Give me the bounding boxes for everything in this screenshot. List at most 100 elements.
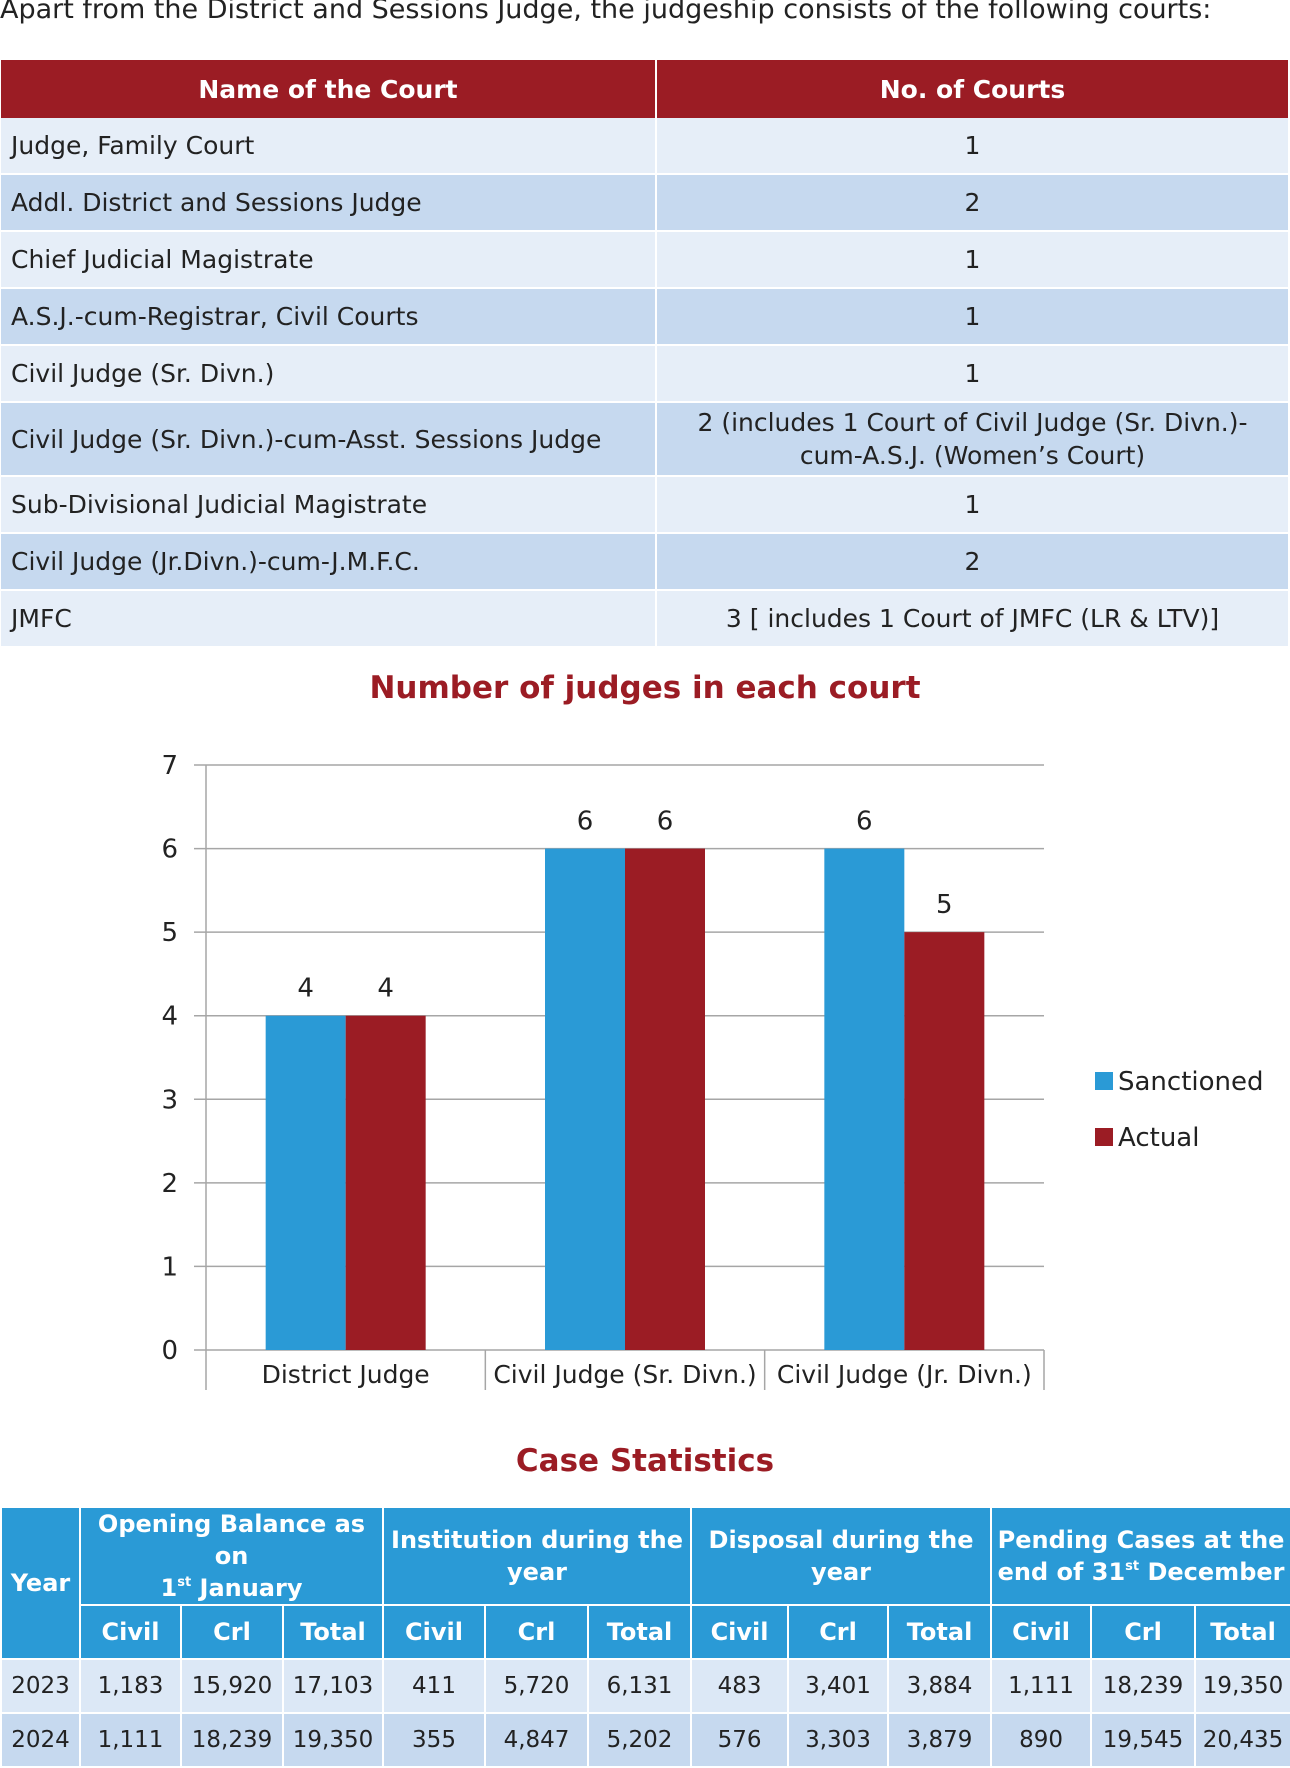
- table-row: Chief Judicial Magistrate 1: [1, 231, 1288, 289]
- stat-cell: 890: [990, 1712, 1093, 1768]
- court-count: 2 (includes 1 Court of Civil Judge (Sr. …: [656, 402, 1288, 477]
- group-label: Disposal during the: [708, 1526, 974, 1554]
- x-tick-label: Civil Judge (Jr. Divn.): [777, 1360, 1032, 1389]
- legend-label-sanctioned: Sanctioned: [1118, 1067, 1264, 1097]
- table-row: A.S.J.-cum-Registrar, Civil Courts 1: [1, 288, 1288, 346]
- y-tick-label: 5: [161, 918, 178, 948]
- x-tick-label: Civil Judge (Sr. Divn.): [493, 1360, 756, 1389]
- y-tick-label: 3: [161, 1085, 178, 1115]
- group-label: Opening Balance as on: [97, 1510, 366, 1570]
- subheader-crl: Crl: [484, 1604, 589, 1660]
- y-tick-label: 2: [161, 1169, 178, 1199]
- stat-cell: 576: [690, 1712, 790, 1768]
- court-count: 1: [656, 288, 1288, 346]
- stat-cell: 3,884: [887, 1658, 993, 1714]
- stat-cell: 20,435: [1194, 1712, 1290, 1768]
- stat-cell: 3,303: [787, 1712, 890, 1768]
- y-tick-label: 6: [161, 835, 178, 865]
- table-row: Civil Judge (Sr. Divn.)-cum-Asst. Sessio…: [1, 402, 1288, 477]
- data-label: 4: [377, 974, 394, 1004]
- subheader-civil: Civil: [690, 1604, 790, 1660]
- data-label: 6: [856, 807, 873, 837]
- court-count: 2: [656, 533, 1288, 591]
- group-label-sup: st: [1125, 1559, 1140, 1574]
- year-cell: 2023: [0, 1658, 81, 1714]
- y-tick-label: 1: [161, 1252, 178, 1282]
- court-name: Civil Judge (Sr. Divn.)-cum-Asst. Sessio…: [1, 402, 657, 477]
- court-name: Chief Judicial Magistrate: [1, 231, 657, 289]
- stats-title: Case Statistics: [515, 1443, 775, 1479]
- subheader-civil: Civil: [382, 1604, 486, 1660]
- year-cell: 2024: [0, 1712, 81, 1768]
- group-label-line2-end: January: [191, 1574, 303, 1602]
- court-count: 1: [656, 476, 1288, 534]
- header-pending: Pending Cases at the end of 31st December: [990, 1506, 1290, 1606]
- courts-table: Name of the Court No. of Courts Judge, F…: [1, 60, 1288, 648]
- court-name: Sub-Divisional Judicial Magistrate: [1, 476, 657, 534]
- header-institution: Institution during the year: [381, 1506, 693, 1606]
- court-count: 1: [656, 231, 1288, 289]
- group-label-line2: year: [507, 1558, 567, 1586]
- bar-chart: 0 1 2 3 4 5 6 7 4 4 District Judge 6 6 Civil Judge (S…: [161, 751, 1264, 1390]
- stat-cell: 15,920: [180, 1658, 284, 1714]
- y-tick-label: 0: [161, 1336, 178, 1366]
- case-statistics-table: Year Opening Balance as on 1st January In…: [0, 1506, 1290, 1768]
- court-count: 1: [656, 118, 1288, 175]
- header-court-count: No. of Courts: [656, 60, 1288, 118]
- data-label: 6: [577, 807, 594, 837]
- y-tick-label: 7: [161, 751, 178, 781]
- table-row: Addl. District and Sessions Judge 2: [1, 174, 1288, 232]
- table-row: 2024 1,111 18,239 19,350 355 4,847 5,202 576 3,3…: [0, 1712, 1290, 1768]
- table-row: 2023 1,183 15,920 17,103 411 5,720 6,131 483 3,4…: [0, 1658, 1290, 1714]
- court-name: Addl. District and Sessions Judge: [1, 174, 657, 232]
- court-count: 3 [ includes 1 Court of JMFC (LR & LTV)]: [656, 590, 1288, 648]
- stat-cell: 411: [382, 1658, 486, 1714]
- stat-cell: 1,111: [990, 1658, 1093, 1714]
- data-label: 6: [657, 807, 674, 837]
- stat-cell: 1,111: [79, 1712, 182, 1768]
- subheader-total: Total: [586, 1604, 693, 1660]
- table-row: Sub-Divisional Judicial Magistrate 1: [1, 476, 1288, 534]
- stat-cell: 18,239: [180, 1712, 284, 1768]
- court-name: A.S.J.-cum-Registrar, Civil Courts: [1, 288, 657, 346]
- group-label: Institution during the: [391, 1526, 683, 1554]
- header-year: Year: [0, 1506, 81, 1660]
- y-tick-label: 4: [161, 1002, 178, 1032]
- bar-sanctioned: [545, 848, 625, 1350]
- stat-cell: 5,720: [484, 1658, 589, 1714]
- intro-text: Apart from the District and Sessions Jud…: [0, 0, 1212, 25]
- data-label: 4: [297, 974, 314, 1004]
- subheader-total: Total: [282, 1604, 384, 1660]
- legend-swatch-sanctioned: [1095, 1072, 1113, 1090]
- stat-cell: 3,401: [787, 1658, 890, 1714]
- subheader-crl: Crl: [180, 1604, 284, 1660]
- stat-cell: 4,847: [484, 1712, 589, 1768]
- subheader-civil: Civil: [990, 1604, 1093, 1660]
- subheader-total: Total: [1194, 1604, 1290, 1660]
- subheader-crl: Crl: [1090, 1604, 1197, 1660]
- stat-cell: 3,879: [887, 1712, 993, 1768]
- subheader-total: Total: [887, 1604, 993, 1660]
- courts-table-header: Name of the Court No. of Courts: [1, 60, 1288, 118]
- bar-actual: [625, 848, 705, 1350]
- table-row: Civil Judge (Sr. Divn.) 1: [1, 345, 1288, 403]
- x-tick-label: District Judge: [262, 1360, 430, 1389]
- court-count: 2: [656, 174, 1288, 232]
- court-name: Civil Judge (Sr. Divn.): [1, 345, 657, 403]
- bar-sanctioned: [824, 848, 905, 1350]
- group-label-sup: st: [177, 1575, 192, 1590]
- stat-cell: 5,202: [586, 1712, 693, 1768]
- court-name: JMFC: [1, 590, 657, 648]
- table-row: Civil Judge (Jr.Divn.)-cum-J.M.F.C. 2: [1, 533, 1288, 591]
- header-disposal: Disposal during the year: [690, 1506, 993, 1606]
- subheader-civil: Civil: [79, 1604, 182, 1660]
- group-label-line2-end: December: [1139, 1558, 1285, 1586]
- stat-cell: 18,239: [1090, 1658, 1197, 1714]
- court-name: Civil Judge (Jr.Divn.)-cum-J.M.F.C.: [1, 533, 657, 591]
- subheader-crl: Crl: [787, 1604, 890, 1660]
- stat-cell: 483: [690, 1658, 790, 1714]
- header-opening-balance: Opening Balance as on 1st January: [79, 1506, 384, 1606]
- bar-actual: [904, 932, 985, 1350]
- stat-cell: 19,545: [1090, 1712, 1197, 1768]
- stat-cell: 355: [382, 1712, 486, 1768]
